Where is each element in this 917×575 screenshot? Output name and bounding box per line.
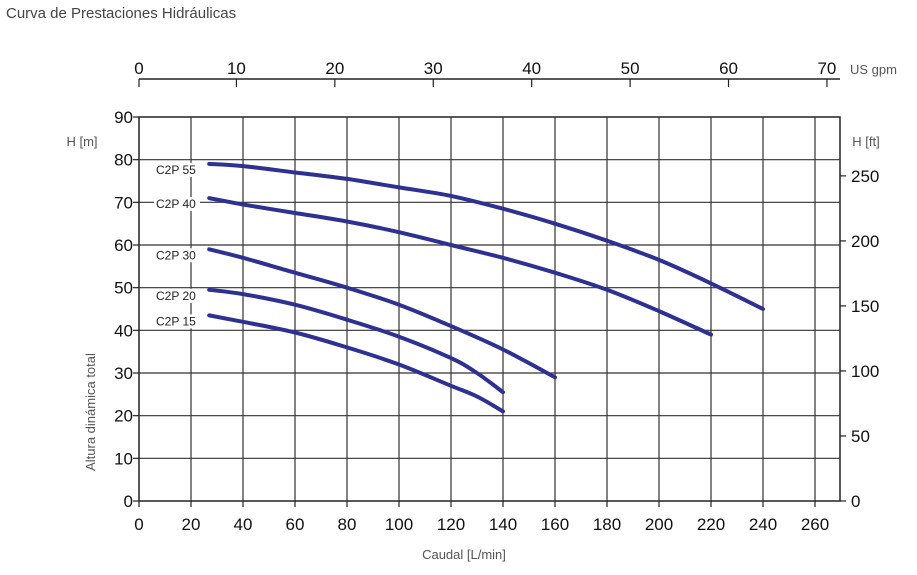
x-tick-label: 200 bbox=[645, 515, 673, 534]
y-tick-label: 50 bbox=[114, 279, 133, 298]
series-label: C2P 55 bbox=[156, 163, 196, 177]
series-line-c2p-30 bbox=[207, 247, 557, 380]
right-tick-label: 0 bbox=[851, 492, 860, 511]
x-tick-label: 40 bbox=[234, 515, 253, 534]
grid bbox=[138, 116, 841, 502]
series-line-c2p-55 bbox=[207, 161, 765, 311]
x-tick-label: 80 bbox=[338, 515, 357, 534]
series-label: C2P 40 bbox=[156, 197, 196, 211]
right-tick-label: 250 bbox=[851, 167, 879, 186]
x-tick-label: 180 bbox=[593, 515, 621, 534]
series-label-bg bbox=[154, 248, 200, 263]
right-tick-label: 50 bbox=[851, 427, 870, 446]
x-tick-label: 20 bbox=[182, 515, 201, 534]
top-tick-label: 20 bbox=[325, 59, 344, 78]
series-line-c2p-15 bbox=[207, 313, 505, 414]
series-line-c2p-40 bbox=[207, 196, 713, 337]
y-tick-label: 30 bbox=[114, 364, 133, 383]
x-tick-label: 60 bbox=[286, 515, 305, 534]
x-tick-label: 260 bbox=[801, 515, 829, 534]
plot-frame bbox=[138, 116, 841, 502]
top-tick-label: 70 bbox=[817, 59, 836, 78]
right-axis-unit: H [ft] bbox=[852, 134, 879, 149]
series-line-c2p-20 bbox=[207, 287, 505, 395]
top-tick-label: 30 bbox=[424, 59, 443, 78]
top-tick-label: 60 bbox=[719, 59, 738, 78]
series-label: C2P 30 bbox=[156, 248, 196, 262]
series-label-bg bbox=[154, 197, 200, 212]
top-tick-label: 40 bbox=[522, 59, 541, 78]
axes: 0 20 40 60 80 100 120 140 160 180 200 220 240 260Caud… bbox=[66, 59, 897, 562]
series-label: C2P 15 bbox=[156, 314, 196, 328]
x-tick-label: 120 bbox=[437, 515, 465, 534]
y-tick-label: 80 bbox=[114, 151, 133, 170]
y-tick-label: 20 bbox=[114, 407, 133, 426]
left-axis-unit: H [m] bbox=[66, 134, 97, 149]
right-tick-label: 100 bbox=[851, 362, 879, 381]
x-tick-label: 220 bbox=[697, 515, 725, 534]
series-label-bg bbox=[154, 314, 200, 329]
x-axis-title: Caudal [L/min] bbox=[422, 547, 506, 562]
y-tick-label: 60 bbox=[114, 236, 133, 255]
x-tick-label: 0 bbox=[134, 515, 143, 534]
y-tick-label: 0 bbox=[124, 492, 133, 511]
top-tick-label: 10 bbox=[227, 59, 246, 78]
x-tick-label: 240 bbox=[749, 515, 777, 534]
top-axis-unit: US gpm bbox=[850, 62, 897, 77]
x-tick-label: 160 bbox=[541, 515, 569, 534]
right-tick-label: 200 bbox=[851, 232, 879, 251]
x-tick-label: 140 bbox=[489, 515, 517, 534]
y-axis-title: Altura dinámica total bbox=[83, 353, 98, 471]
top-tick-label: 50 bbox=[621, 59, 640, 78]
right-tick-label: 150 bbox=[851, 297, 879, 316]
y-tick-label: 40 bbox=[114, 321, 133, 340]
x-tick-label: 100 bbox=[385, 515, 413, 534]
series-label: C2P 20 bbox=[156, 289, 196, 303]
labels-group: C2P 55 C2P 40 C2P 30 C2P 20 C2P 15 bbox=[154, 162, 200, 329]
page-title: Curva de Prestaciones Hidráulicas bbox=[6, 5, 237, 22]
series-label-bg bbox=[154, 288, 200, 303]
y-tick-label: 70 bbox=[114, 193, 133, 212]
y-tick-label: 10 bbox=[114, 449, 133, 468]
y-tick-label: 90 bbox=[114, 108, 133, 127]
series-group bbox=[207, 161, 765, 414]
top-tick-label: 0 bbox=[134, 59, 143, 78]
series-label-bg bbox=[154, 162, 200, 177]
